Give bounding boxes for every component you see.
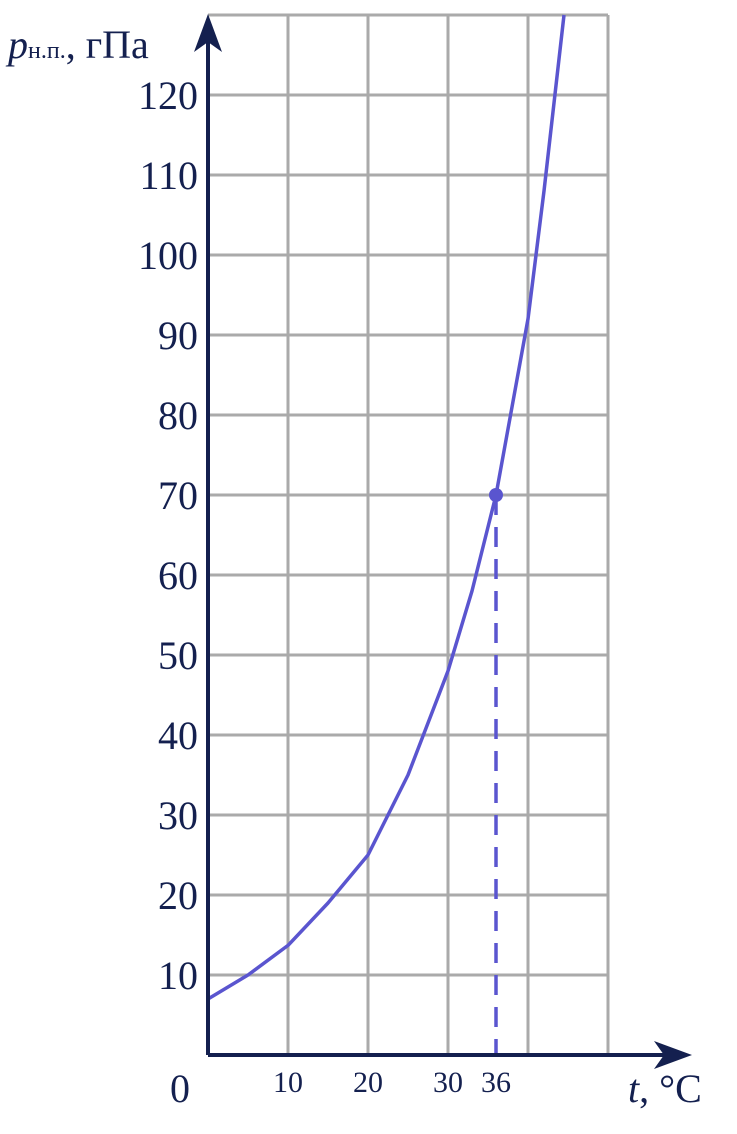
y-tick-label: 70 (158, 473, 198, 518)
x-tick-label: 10 (273, 1066, 303, 1099)
marks (207, 14, 566, 1055)
x-arrow (654, 1041, 692, 1069)
y-tick-label: 110 (139, 153, 198, 198)
grid (208, 13, 610, 1055)
y-label-subscript: н.п. (28, 38, 66, 64)
y-label-unit: , гПа (66, 22, 149, 67)
y-label-symbol: p (5, 22, 28, 67)
x-tick-label: 30 (433, 1066, 463, 1099)
x-tick-label: 36 (481, 1066, 511, 1099)
axes (194, 14, 692, 1069)
y-tick-label: 60 (158, 553, 198, 598)
y-tick-label: 40 (158, 713, 198, 758)
x-label: t, °C (628, 1066, 702, 1111)
y-tick-label: 50 (158, 633, 198, 678)
x-label-symbol: t (628, 1066, 640, 1111)
y-tick-label: 120 (138, 73, 198, 118)
y-label: pн.п., гПа (5, 22, 149, 67)
x-tick-label: 20 (353, 1066, 383, 1099)
y-tick-label: 20 (158, 873, 198, 918)
y-tick-label: 80 (158, 393, 198, 438)
curve (207, 14, 566, 1001)
origin-label: 0 (170, 1066, 190, 1111)
y-tick-label: 100 (138, 233, 198, 278)
y-tick-label: 30 (158, 793, 198, 838)
y-tick-label: 90 (158, 313, 198, 358)
y-tick-label: 10 (158, 953, 198, 998)
marked-point (489, 488, 503, 502)
y-arrow (194, 14, 222, 52)
x-label-unit: , °C (639, 1066, 702, 1111)
